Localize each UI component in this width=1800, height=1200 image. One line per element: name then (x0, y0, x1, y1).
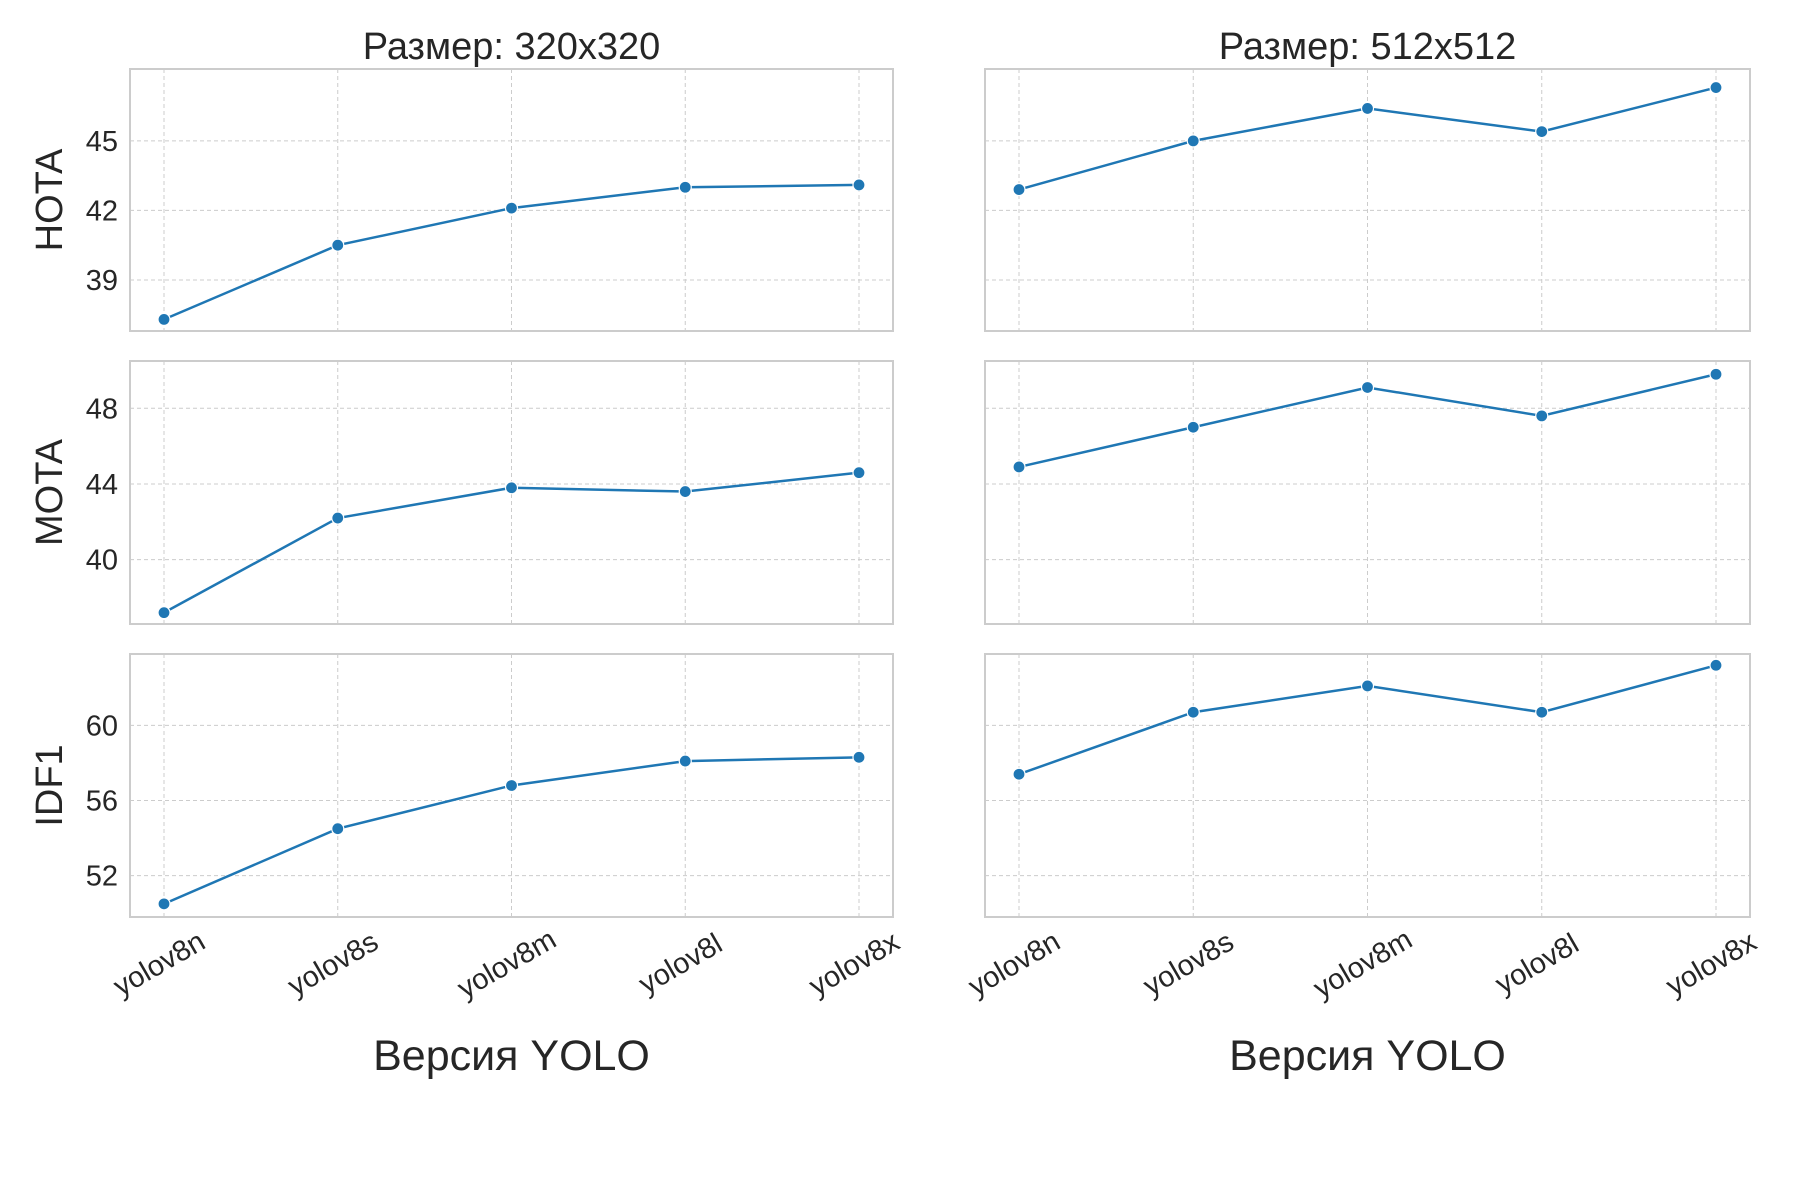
panel-frame (129, 68, 894, 332)
panel-2-1: yolov8n yolov8s yolov8m yolov8l yolov8x Верси… (963, 653, 1763, 1080)
y-tick-label: 44 (86, 469, 118, 501)
data-point-yolov8s (1186, 420, 1200, 434)
data-point-yolov8x (852, 178, 866, 192)
y-tick-label: 40 (86, 545, 118, 577)
data-point-yolov8l (678, 484, 692, 499)
y-axis-label: HOTA (29, 148, 71, 251)
data-point-yolov8l (678, 754, 692, 768)
panel-frame (984, 68, 1751, 332)
data-point-yolov8m (504, 481, 519, 495)
panel-frame (984, 653, 1751, 918)
data-point-yolov8m (504, 201, 519, 215)
data-point-yolov8m (1360, 380, 1375, 395)
data-point-yolov8x (1709, 367, 1723, 381)
x-axis-label: Версия YOLO (373, 1032, 650, 1080)
data-point-yolov8x (1709, 658, 1723, 672)
y-axis-label: MOTA (29, 438, 71, 546)
panel-frame (129, 360, 894, 625)
data-point-yolov8n (1012, 460, 1026, 474)
data-point-yolov8n (1012, 767, 1026, 781)
y-tick-label: 56 (86, 786, 118, 818)
y-axis-label: IDF1 (29, 744, 71, 826)
x-tick-label: yolov8m (1308, 923, 1418, 1005)
panel-1-0: 40 44 48 MOTA (29, 360, 894, 625)
x-axis-label: Версия YOLO (1229, 1032, 1506, 1080)
data-point-yolov8n (1012, 182, 1026, 197)
x-tick-label: yolov8n (108, 925, 211, 1003)
data-point-yolov8n (157, 897, 171, 911)
panel-0-1: Размер: 512x512 (984, 26, 1751, 332)
data-point-yolov8s (331, 822, 345, 836)
x-tick-label: yolov8s (1138, 926, 1239, 1003)
data-point-yolov8l (1535, 125, 1549, 139)
y-tick-label: 60 (86, 710, 118, 742)
data-point-yolov8s (331, 238, 345, 252)
data-point-yolov8s (1186, 134, 1200, 148)
x-tick-label: yolov8l (634, 928, 728, 1001)
panel-2-0: 52 56 60 IDF1 yolov8n yolov8s yolov8m yolov8l yo… (29, 653, 906, 1080)
panel-title: Размер: 512x512 (1219, 26, 1517, 68)
data-point-yolov8m (1360, 101, 1375, 116)
x-tick-label: yolov8m (452, 923, 562, 1005)
y-tick-label: 39 (86, 265, 118, 297)
data-point-yolov8n (157, 312, 171, 327)
panel-frame (984, 360, 1751, 625)
data-point-yolov8m (504, 778, 519, 793)
data-point-yolov8x (852, 466, 866, 480)
y-tick-label: 48 (86, 393, 118, 425)
x-tick-label: yolov8s (283, 926, 384, 1003)
data-point-yolov8l (1535, 705, 1549, 719)
data-point-yolov8s (331, 511, 345, 525)
data-point-yolov8s (1186, 705, 1200, 719)
panel-frame (129, 653, 894, 918)
x-tick-label: yolov8l (1490, 928, 1584, 1001)
x-tick-label: yolov8x (1661, 926, 1763, 1003)
panel-title: Размер: 320x320 (363, 26, 661, 68)
y-tick-label: 45 (86, 126, 118, 158)
data-point-yolov8n (157, 606, 171, 620)
data-point-yolov8l (1535, 409, 1549, 423)
panel-1-1 (984, 360, 1751, 625)
x-tick-label: yolov8x (804, 926, 906, 1003)
data-point-yolov8x (852, 750, 866, 764)
data-point-yolov8x (1709, 80, 1723, 95)
data-point-yolov8m (1360, 679, 1375, 693)
y-tick-label: 42 (86, 195, 118, 227)
panel-0-0: 39 42 45 Размер: 320x320 HOTA (29, 26, 894, 332)
data-point-yolov8l (678, 180, 692, 194)
y-tick-label: 52 (86, 861, 118, 893)
x-tick-label: yolov8n (963, 925, 1066, 1003)
